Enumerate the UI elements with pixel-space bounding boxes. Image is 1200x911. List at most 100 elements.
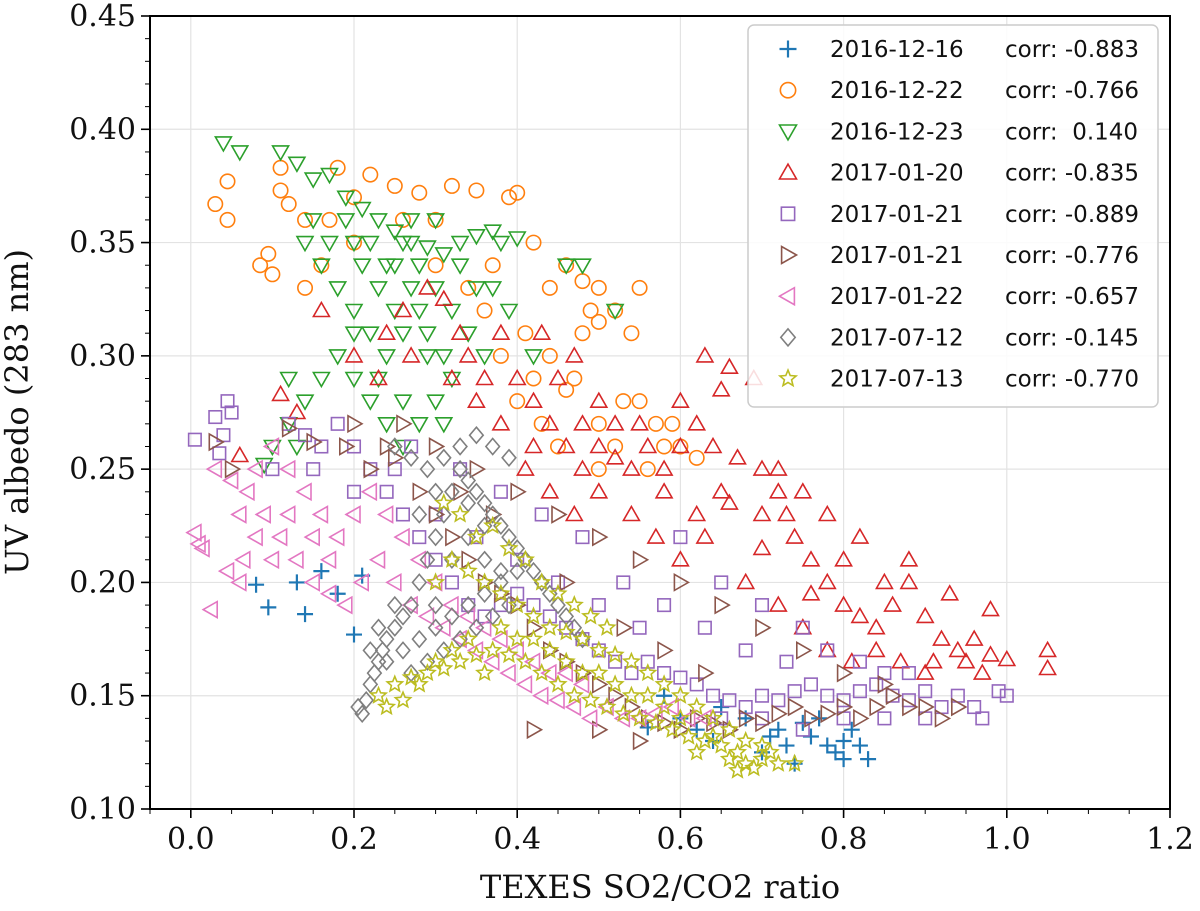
data-point (360, 235, 380, 253)
data-point (738, 709, 756, 728)
data-point (319, 584, 337, 604)
data-point (981, 645, 1000, 662)
data-point (632, 550, 650, 570)
data-point (509, 184, 526, 201)
data-point (899, 550, 919, 567)
data-point (1038, 640, 1057, 658)
data-point (314, 439, 329, 454)
data-point (295, 394, 315, 411)
data-point (476, 302, 493, 319)
data-point (817, 504, 837, 522)
data-point (336, 190, 356, 207)
data-point (621, 651, 641, 670)
data-point (434, 416, 454, 434)
data-point (272, 182, 289, 199)
data-point (744, 758, 764, 777)
data-point (639, 461, 656, 478)
data-point (426, 213, 445, 230)
data-point (534, 507, 549, 522)
data-point (452, 459, 468, 479)
data-point (509, 561, 526, 581)
data-point (695, 730, 715, 750)
data-point (591, 527, 609, 547)
data-point (679, 726, 699, 745)
data-point (263, 439, 282, 457)
data-point (386, 177, 403, 194)
data-point (377, 258, 396, 275)
data-point (475, 368, 494, 386)
data-point (219, 211, 236, 228)
data-point (507, 231, 527, 248)
data-point (640, 654, 655, 669)
y-tick-label: 0.15 (69, 679, 136, 714)
data-point (795, 641, 813, 660)
data-point (657, 598, 672, 613)
data-point (582, 302, 599, 319)
x-tick-label: 0.4 (493, 822, 541, 857)
data-point (279, 371, 299, 389)
data-point (344, 303, 364, 321)
legend-date: 2016-12-23 (830, 119, 964, 145)
data-point (230, 573, 247, 592)
data-point (313, 563, 330, 580)
data-point (850, 606, 870, 624)
data-point (616, 618, 633, 638)
data-point (238, 482, 255, 502)
data-point (214, 136, 233, 153)
data-point (526, 720, 544, 740)
data-point (540, 617, 560, 636)
legend-date: 2017-01-20 (830, 161, 964, 187)
data-point (287, 402, 307, 420)
plot-frame (149, 15, 1171, 810)
data-point (418, 278, 437, 295)
data-point (566, 618, 583, 637)
data-point (442, 549, 462, 568)
data-point (484, 437, 501, 456)
data-point (346, 484, 362, 499)
data-point (656, 687, 673, 704)
data-point (558, 381, 575, 398)
data-point (303, 573, 321, 592)
data-point (248, 576, 265, 593)
data-point (948, 640, 968, 658)
data-point (542, 609, 557, 624)
data-point (711, 482, 731, 499)
data-point (589, 640, 609, 659)
data-point (491, 323, 511, 341)
data-point (187, 432, 202, 447)
data-point (608, 654, 623, 669)
data-point (297, 211, 314, 228)
data-point (207, 196, 224, 213)
data-point (662, 697, 680, 717)
data-point (835, 733, 852, 750)
data-point (752, 459, 772, 476)
data-point (836, 697, 854, 717)
data-point (395, 507, 411, 522)
data-point (835, 751, 852, 768)
data-point (475, 663, 495, 682)
data-point (597, 617, 617, 636)
data-point (499, 644, 519, 664)
data-point (850, 527, 870, 544)
data-point (385, 674, 405, 693)
data-point (762, 728, 779, 745)
data-point (484, 505, 501, 524)
data-point (711, 380, 731, 397)
data-point (360, 482, 378, 502)
data-point (311, 505, 329, 524)
data-point (499, 303, 519, 321)
data-point (714, 575, 729, 590)
data-point (795, 722, 810, 737)
data-point (646, 527, 666, 544)
series-3 (214, 136, 625, 475)
data-point (409, 303, 429, 321)
data-point (779, 654, 794, 669)
data-point (396, 414, 413, 434)
data-point (467, 281, 486, 298)
data-point (329, 585, 346, 602)
data-point (1038, 658, 1057, 676)
data-point (458, 561, 478, 580)
data-point (419, 550, 436, 570)
data-point (287, 156, 307, 173)
data-point (705, 688, 721, 703)
